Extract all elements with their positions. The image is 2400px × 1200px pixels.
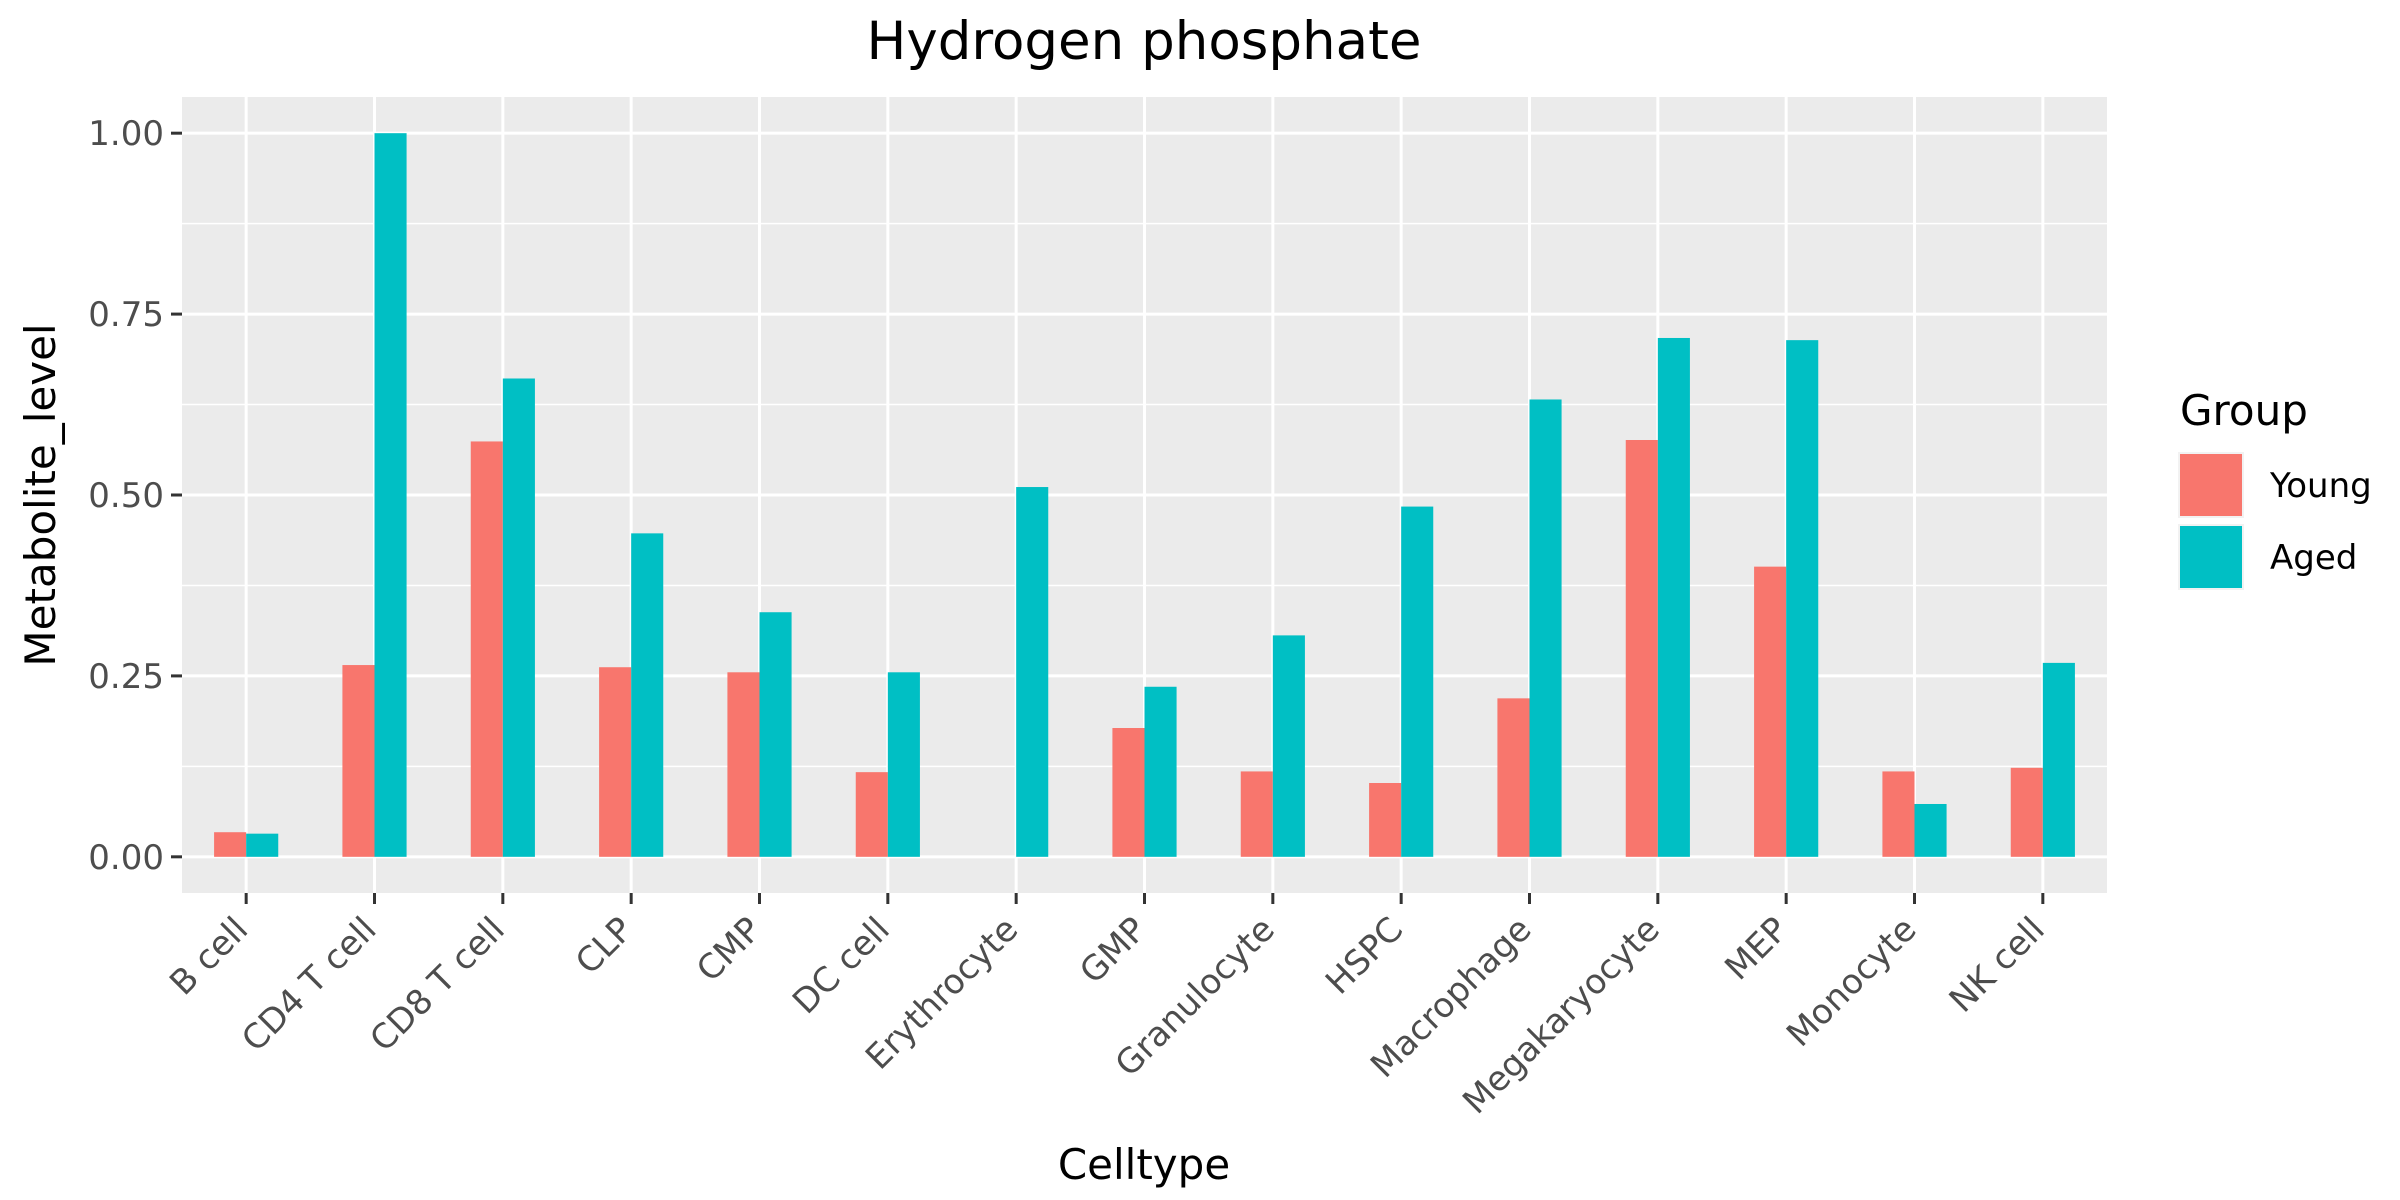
- bar-young: [1240, 771, 1273, 857]
- bar-young: [1625, 440, 1658, 857]
- legend: Group Young Aged: [2178, 386, 2372, 590]
- legend-label-aged: Aged: [2270, 538, 2357, 578]
- bar-young: [470, 441, 503, 857]
- y-tick-label: 0.00: [88, 838, 164, 878]
- y-tick-label: 0.50: [88, 476, 164, 516]
- bar-aged: [1272, 635, 1305, 857]
- bar-aged: [502, 378, 535, 857]
- bar-aged: [759, 612, 792, 857]
- bar-aged: [1401, 506, 1434, 857]
- bar-aged: [1914, 803, 1947, 857]
- legend-key-young: [2180, 454, 2242, 516]
- bar-aged: [1529, 399, 1562, 857]
- bar-young: [1369, 783, 1402, 857]
- bar-young: [2010, 767, 2043, 857]
- y-tick-label: 0.25: [88, 657, 164, 697]
- bar-young: [342, 665, 375, 857]
- bar-young: [1112, 728, 1145, 857]
- legend-items: Young Aged: [2178, 452, 2372, 590]
- bar-aged: [374, 133, 407, 857]
- legend-title: Group: [2180, 386, 2308, 435]
- bar-aged: [246, 833, 279, 857]
- bar-aged: [1144, 686, 1177, 857]
- legend-key-aged: [2180, 526, 2242, 588]
- bar-young: [855, 772, 888, 857]
- chart-title: Hydrogen phosphate: [867, 11, 1422, 72]
- bar-young: [1882, 771, 1915, 857]
- bar-aged: [887, 672, 920, 857]
- bars: [214, 133, 2075, 857]
- bar-young: [214, 832, 247, 857]
- bar-aged: [631, 533, 664, 857]
- legend-label-young: Young: [2269, 466, 2372, 506]
- bar-young: [727, 672, 760, 857]
- y-tick-label: 1.00: [88, 114, 164, 154]
- x-axis-title: Celltype: [1058, 1140, 1230, 1189]
- y-axis-title: Metabolite_level: [16, 323, 65, 666]
- bar-young: [599, 667, 632, 857]
- bar-aged: [1016, 487, 1049, 857]
- y-axis: 0.00 0.25 0.50 0.75 1.00: [88, 114, 182, 878]
- bar-young: [1497, 698, 1530, 857]
- y-tick-label: 0.75: [88, 295, 164, 335]
- bar-aged: [1786, 340, 1819, 857]
- bar-young: [1754, 566, 1787, 857]
- bar-aged: [1657, 337, 1690, 857]
- bar-aged: [2042, 662, 2075, 857]
